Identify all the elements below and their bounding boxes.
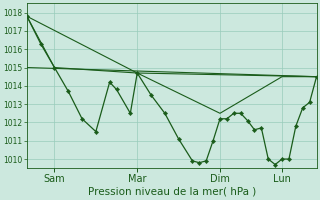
- X-axis label: Pression niveau de la mer( hPa ): Pression niveau de la mer( hPa ): [88, 187, 256, 197]
